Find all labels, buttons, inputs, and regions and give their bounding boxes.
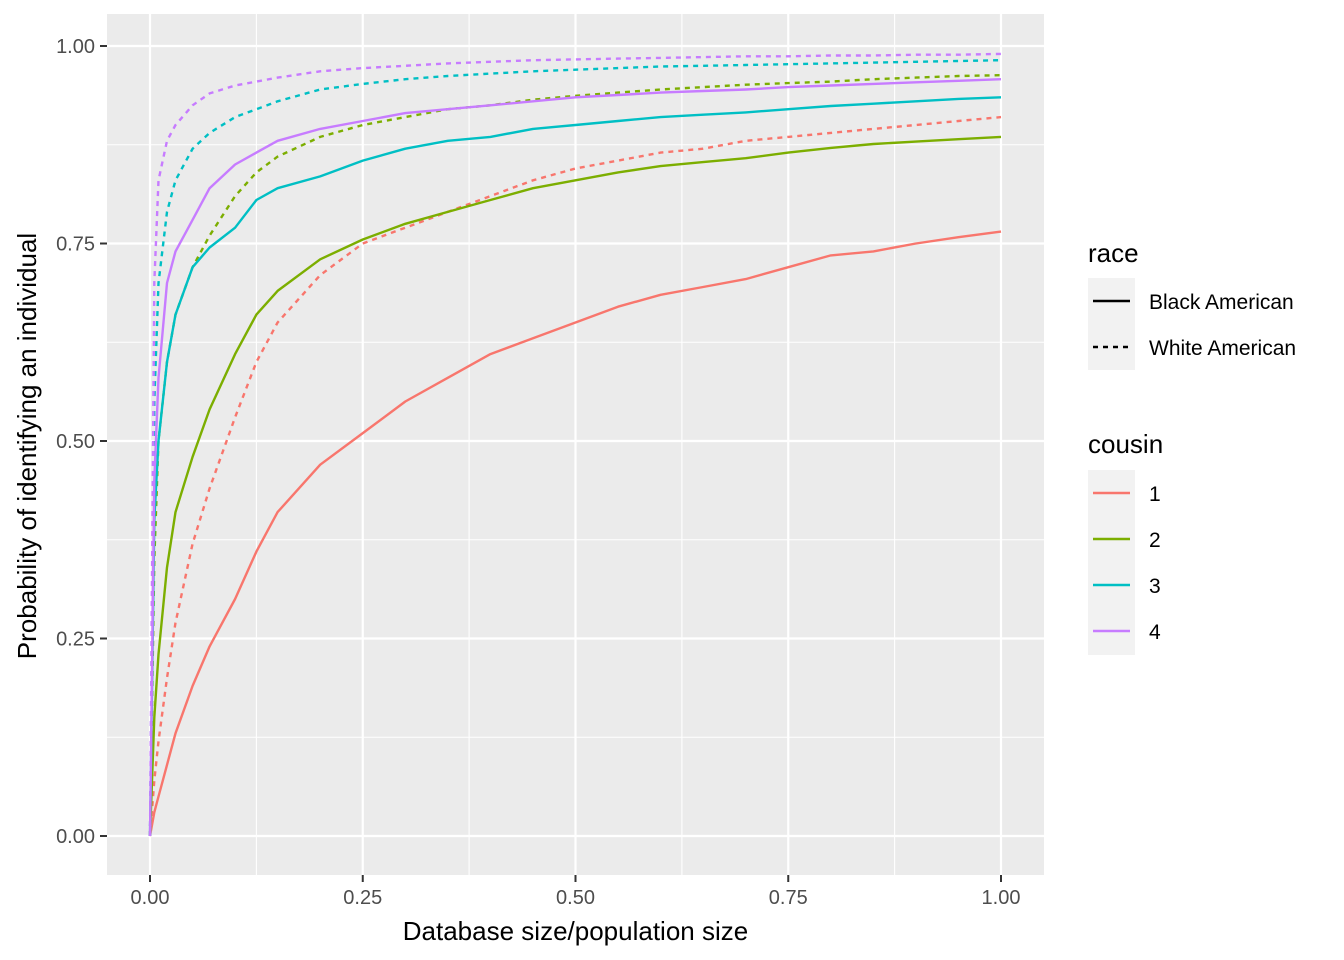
x-axis: 0.00 0.25 0.50 0.75 1.00 xyxy=(131,875,1021,909)
series-lines xyxy=(148,52,1002,837)
legend-cousin-title: cousin xyxy=(1088,429,1163,459)
x-tick-label: 0.75 xyxy=(769,887,808,909)
y-tick-label: 0.25 xyxy=(56,629,95,651)
x-tick-label: 0.00 xyxy=(131,887,170,909)
legend-cousin-label: 1 xyxy=(1149,483,1161,506)
legend-race-label: Black American xyxy=(1149,291,1294,314)
series-line-cousin-3-white xyxy=(148,59,1002,837)
series-line-cousin-4-black xyxy=(148,78,1002,837)
x-tick-label: 0.50 xyxy=(556,887,595,909)
y-tick-label: 0.00 xyxy=(56,826,95,848)
legend-cousin-background xyxy=(1088,470,1135,655)
x-axis-title: Database size/population size xyxy=(403,916,748,946)
x-tick-label: 1.00 xyxy=(982,887,1021,909)
series-line-cousin-4-white xyxy=(148,52,1002,837)
series-line-cousin-3-black xyxy=(148,96,1002,837)
legend-race-label: White American xyxy=(1149,337,1296,360)
legend-cousin-label: 4 xyxy=(1149,621,1161,644)
y-tick-label: 1.00 xyxy=(56,36,95,58)
major-gridlines xyxy=(107,14,1044,875)
series-line-cousin-2-black xyxy=(148,135,1002,837)
legend-race-background xyxy=(1088,278,1135,370)
legend-race: race Black American White American xyxy=(1088,238,1296,370)
series-line-cousin-1-black xyxy=(148,230,1002,837)
legend-cousin-label: 2 xyxy=(1149,529,1161,552)
x-tick-label: 0.25 xyxy=(343,887,382,909)
legend-cousin-label: 3 xyxy=(1149,575,1161,598)
legend-cousin: cousin 1 2 3 4 xyxy=(1088,429,1163,655)
y-axis: 0.00 0.25 0.50 0.75 1.00 xyxy=(56,36,107,848)
legend-race-title: race xyxy=(1088,238,1139,268)
y-axis-title: Probability of identifying an individual xyxy=(12,233,42,659)
y-tick-label: 0.50 xyxy=(56,431,95,453)
y-tick-label: 0.75 xyxy=(56,234,95,256)
